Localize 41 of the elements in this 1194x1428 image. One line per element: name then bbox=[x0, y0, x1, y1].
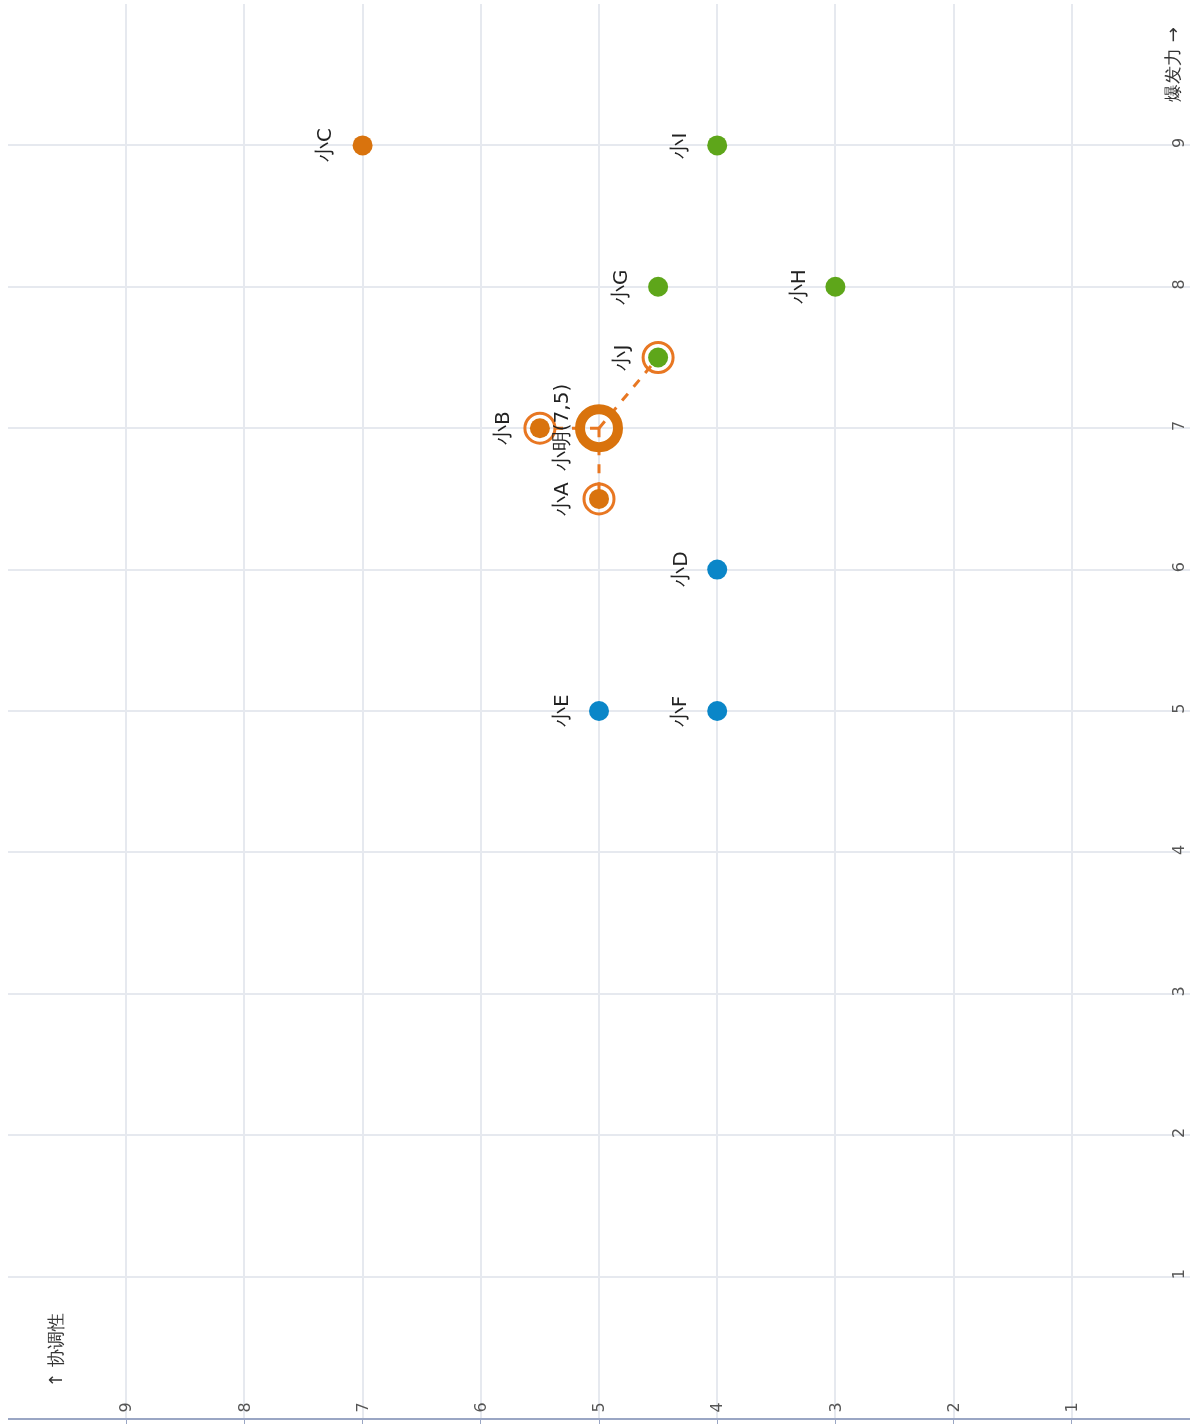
x-tick-label: 6 bbox=[471, 1402, 490, 1413]
point bbox=[575, 404, 623, 453]
annotation: 小C bbox=[312, 128, 337, 162]
annotation: 小E bbox=[549, 694, 573, 727]
annotation: 小F bbox=[667, 695, 692, 728]
annotation: 爆发力 → bbox=[1161, 27, 1183, 102]
point bbox=[707, 559, 728, 580]
point bbox=[582, 482, 616, 516]
point bbox=[589, 701, 609, 721]
x-tick-label: 3 bbox=[825, 1402, 845, 1413]
x-tick-label: 2 bbox=[943, 1402, 963, 1413]
annotation: 小I bbox=[666, 132, 691, 159]
x-tick-label: 9 bbox=[116, 1402, 136, 1413]
y-tick-label: 3 bbox=[1168, 986, 1188, 997]
x-tick-label: 8 bbox=[234, 1402, 254, 1413]
point bbox=[648, 276, 669, 297]
point bbox=[707, 135, 728, 156]
annotation: 小B bbox=[489, 411, 514, 446]
annotation: 小J bbox=[608, 344, 633, 371]
annotation: 小G bbox=[608, 269, 633, 305]
y-tick-label: 9 bbox=[1168, 137, 1188, 149]
y-tick-label: 4 bbox=[1168, 844, 1188, 856]
annotation: 小D bbox=[667, 551, 692, 587]
annotation: 小H bbox=[785, 269, 810, 305]
y-tick-label: 5 bbox=[1168, 703, 1188, 714]
point bbox=[707, 701, 728, 721]
annotation: 小A bbox=[549, 481, 574, 516]
point bbox=[641, 341, 675, 374]
annotation: ↑ 协调性 bbox=[45, 1312, 67, 1388]
x-tick-label: 5 bbox=[589, 1402, 609, 1413]
y-tick-label: 7 bbox=[1168, 420, 1188, 431]
y-tick-label: 6 bbox=[1168, 562, 1188, 573]
point bbox=[825, 276, 846, 297]
y-tick-label: 2 bbox=[1168, 1127, 1188, 1138]
x-tick-label: 7 bbox=[352, 1402, 372, 1413]
x-tick-label: 4 bbox=[707, 1402, 727, 1413]
y-tick-label: 1 bbox=[1168, 1269, 1188, 1280]
y-tick-label: 8 bbox=[1168, 279, 1188, 290]
x-tick-label: 1 bbox=[1062, 1402, 1081, 1413]
point bbox=[352, 135, 373, 156]
annotation: 小明(7,5) bbox=[548, 383, 573, 472]
